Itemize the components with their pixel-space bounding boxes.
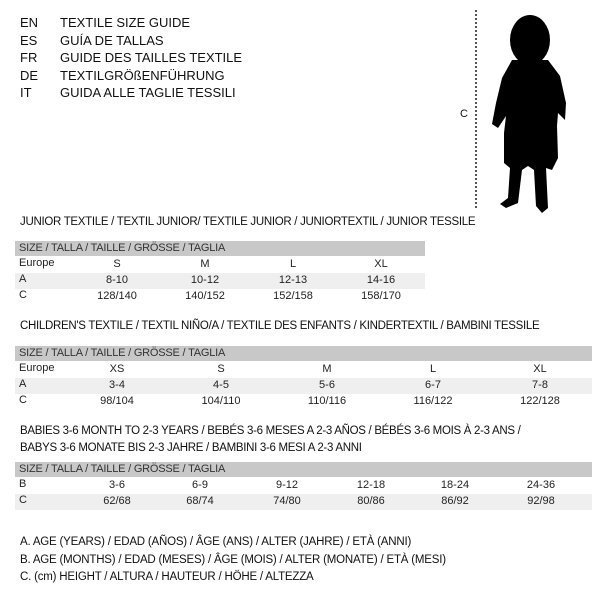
table-cell: S — [113, 258, 121, 270]
table-cell: 122/128 — [520, 395, 560, 407]
row-label: C — [19, 289, 27, 301]
guide-title: GUIDE DES TAILLES TEXTILE — [60, 50, 243, 65]
table-row: Europe XS S M L XL — [15, 362, 592, 378]
table-cell: 128/140 — [97, 290, 137, 302]
table-row: A 8-10 10-12 12-13 14-16 — [15, 273, 425, 289]
table-cell: 4-5 — [213, 379, 229, 391]
row-label: A — [19, 378, 27, 390]
guide-title: GUÍA DE TALLAS — [60, 32, 164, 48]
table-cell: S — [217, 363, 225, 375]
section-title: BABIES 3-6 MONTH TO 2-3 YEARS / BEBÉS 3-… — [20, 425, 521, 437]
table-cell: M — [322, 363, 332, 375]
table-cell: 3-4 — [109, 379, 125, 391]
table-cell: L — [429, 363, 437, 375]
guide-title: TEXTILGRÖßENFÜHRUNG — [60, 67, 225, 83]
row-label: C — [19, 494, 27, 506]
table-cell: 12-13 — [278, 274, 308, 286]
table-cell: 140/152 — [185, 290, 225, 302]
table-cell: XL — [533, 363, 547, 375]
row-label: C — [19, 394, 27, 406]
table-row: C 128/140 140/152 152/158 158/170 — [15, 289, 425, 305]
legend-line: A. AGE (YEARS) / EDAD (AÑOS) / ÂGE (ANS)… — [20, 536, 412, 548]
table-cell: 5-6 — [319, 379, 335, 391]
table-cell: 10-12 — [190, 274, 220, 286]
table-cell: 9-12 — [275, 479, 299, 491]
size-header-band: SIZE / TALLA / TAILLE / GRÖSSE / TAGLIA — [15, 241, 425, 256]
table-cell: 98/104 — [100, 395, 134, 407]
height-measure-line — [475, 10, 477, 208]
row-label: B — [19, 478, 27, 490]
table-cell: 6-9 — [192, 479, 208, 491]
size-header-band: SIZE / TALLA / TAILLE / GRÖSSE / TAGLIA — [15, 346, 592, 361]
language-code: EN — [20, 15, 39, 30]
height-measure-label: C — [460, 108, 468, 120]
table-cell: 110/116 — [307, 395, 347, 407]
language-code: FR — [20, 50, 38, 65]
language-code: ES — [20, 32, 38, 48]
table-cell: 8-10 — [105, 274, 129, 286]
size-header-label: SIZE / TALLA / TAILLE / GRÖSSE / TAGLIA — [19, 463, 226, 475]
table-cell: 92/98 — [527, 495, 555, 507]
table-cell: 158/170 — [361, 290, 401, 302]
guide-title: TEXTILE SIZE GUIDE — [60, 15, 191, 30]
size-header-label: SIZE / TALLA / TAILLE / GRÖSSE / TAGLIA — [19, 242, 226, 254]
table-cell: XL — [374, 258, 388, 270]
table-row: B 3-6 6-9 9-12 12-18 18-24 24-36 — [15, 478, 592, 494]
guide-title: GUIDA ALLE TAGLIE TESSILI — [60, 85, 236, 100]
table-row: C 98/104 104/110 110/116 116/122 122/128 — [15, 394, 592, 410]
table-cell: 74/80 — [273, 495, 301, 507]
table-cell: 68/74 — [186, 495, 214, 507]
table-cell: 3-6 — [109, 479, 125, 491]
table-cell: 80/86 — [357, 495, 385, 507]
table-cell: 7-8 — [532, 379, 548, 391]
table-cell: 12-18 — [356, 479, 386, 491]
table-cell: 18-24 — [440, 479, 470, 491]
legend-line: C. (cm) HEIGHT / ALTURA / HAUTEUR / HÖHE… — [20, 571, 314, 583]
row-label: A — [19, 273, 27, 285]
section-title: CHILDREN'S TEXTILE / TEXTIL NIÑO/A / TEX… — [20, 320, 540, 332]
table-cell: 152/158 — [273, 290, 313, 302]
table-cell: 24-36 — [526, 479, 556, 491]
table-cell: L — [289, 258, 297, 270]
section-title: BABYS 3-6 MONATE BIS 2-3 JAHRE / BAMBINI… — [20, 442, 362, 454]
table-cell: 14-16 — [366, 274, 396, 286]
child-silhouette-icon — [492, 15, 566, 213]
table-row: A 3-4 4-5 5-6 6-7 7-8 — [15, 378, 592, 394]
legend-line: B. AGE (MONTHS) / EDAD (MESES) / ÂGE (MO… — [20, 553, 446, 566]
table-cell: 116/122 — [413, 395, 453, 407]
table-cell: XS — [109, 363, 125, 375]
table-row: Europe S M L XL — [15, 257, 425, 273]
language-code: DE — [20, 67, 39, 83]
table-cell: 6-7 — [425, 379, 441, 391]
table-row: C 62/68 68/74 74/80 80/86 86/92 92/98 — [15, 494, 592, 510]
row-label: Europe — [19, 257, 55, 269]
table-cell: M — [200, 258, 210, 270]
table-cell: 104/110 — [201, 395, 241, 407]
row-label: Europe — [19, 362, 55, 374]
size-header-band: SIZE / TALLA / TAILLE / GRÖSSE / TAGLIA — [15, 462, 592, 477]
language-code: IT — [20, 85, 32, 100]
table-cell: 86/92 — [441, 495, 469, 507]
size-header-label: SIZE / TALLA / TAILLE / GRÖSSE / TAGLIA — [19, 347, 226, 359]
table-cell: 62/68 — [103, 495, 131, 507]
section-title: JUNIOR TEXTILE / TEXTIL JUNIOR/ TEXTILE … — [20, 216, 476, 228]
